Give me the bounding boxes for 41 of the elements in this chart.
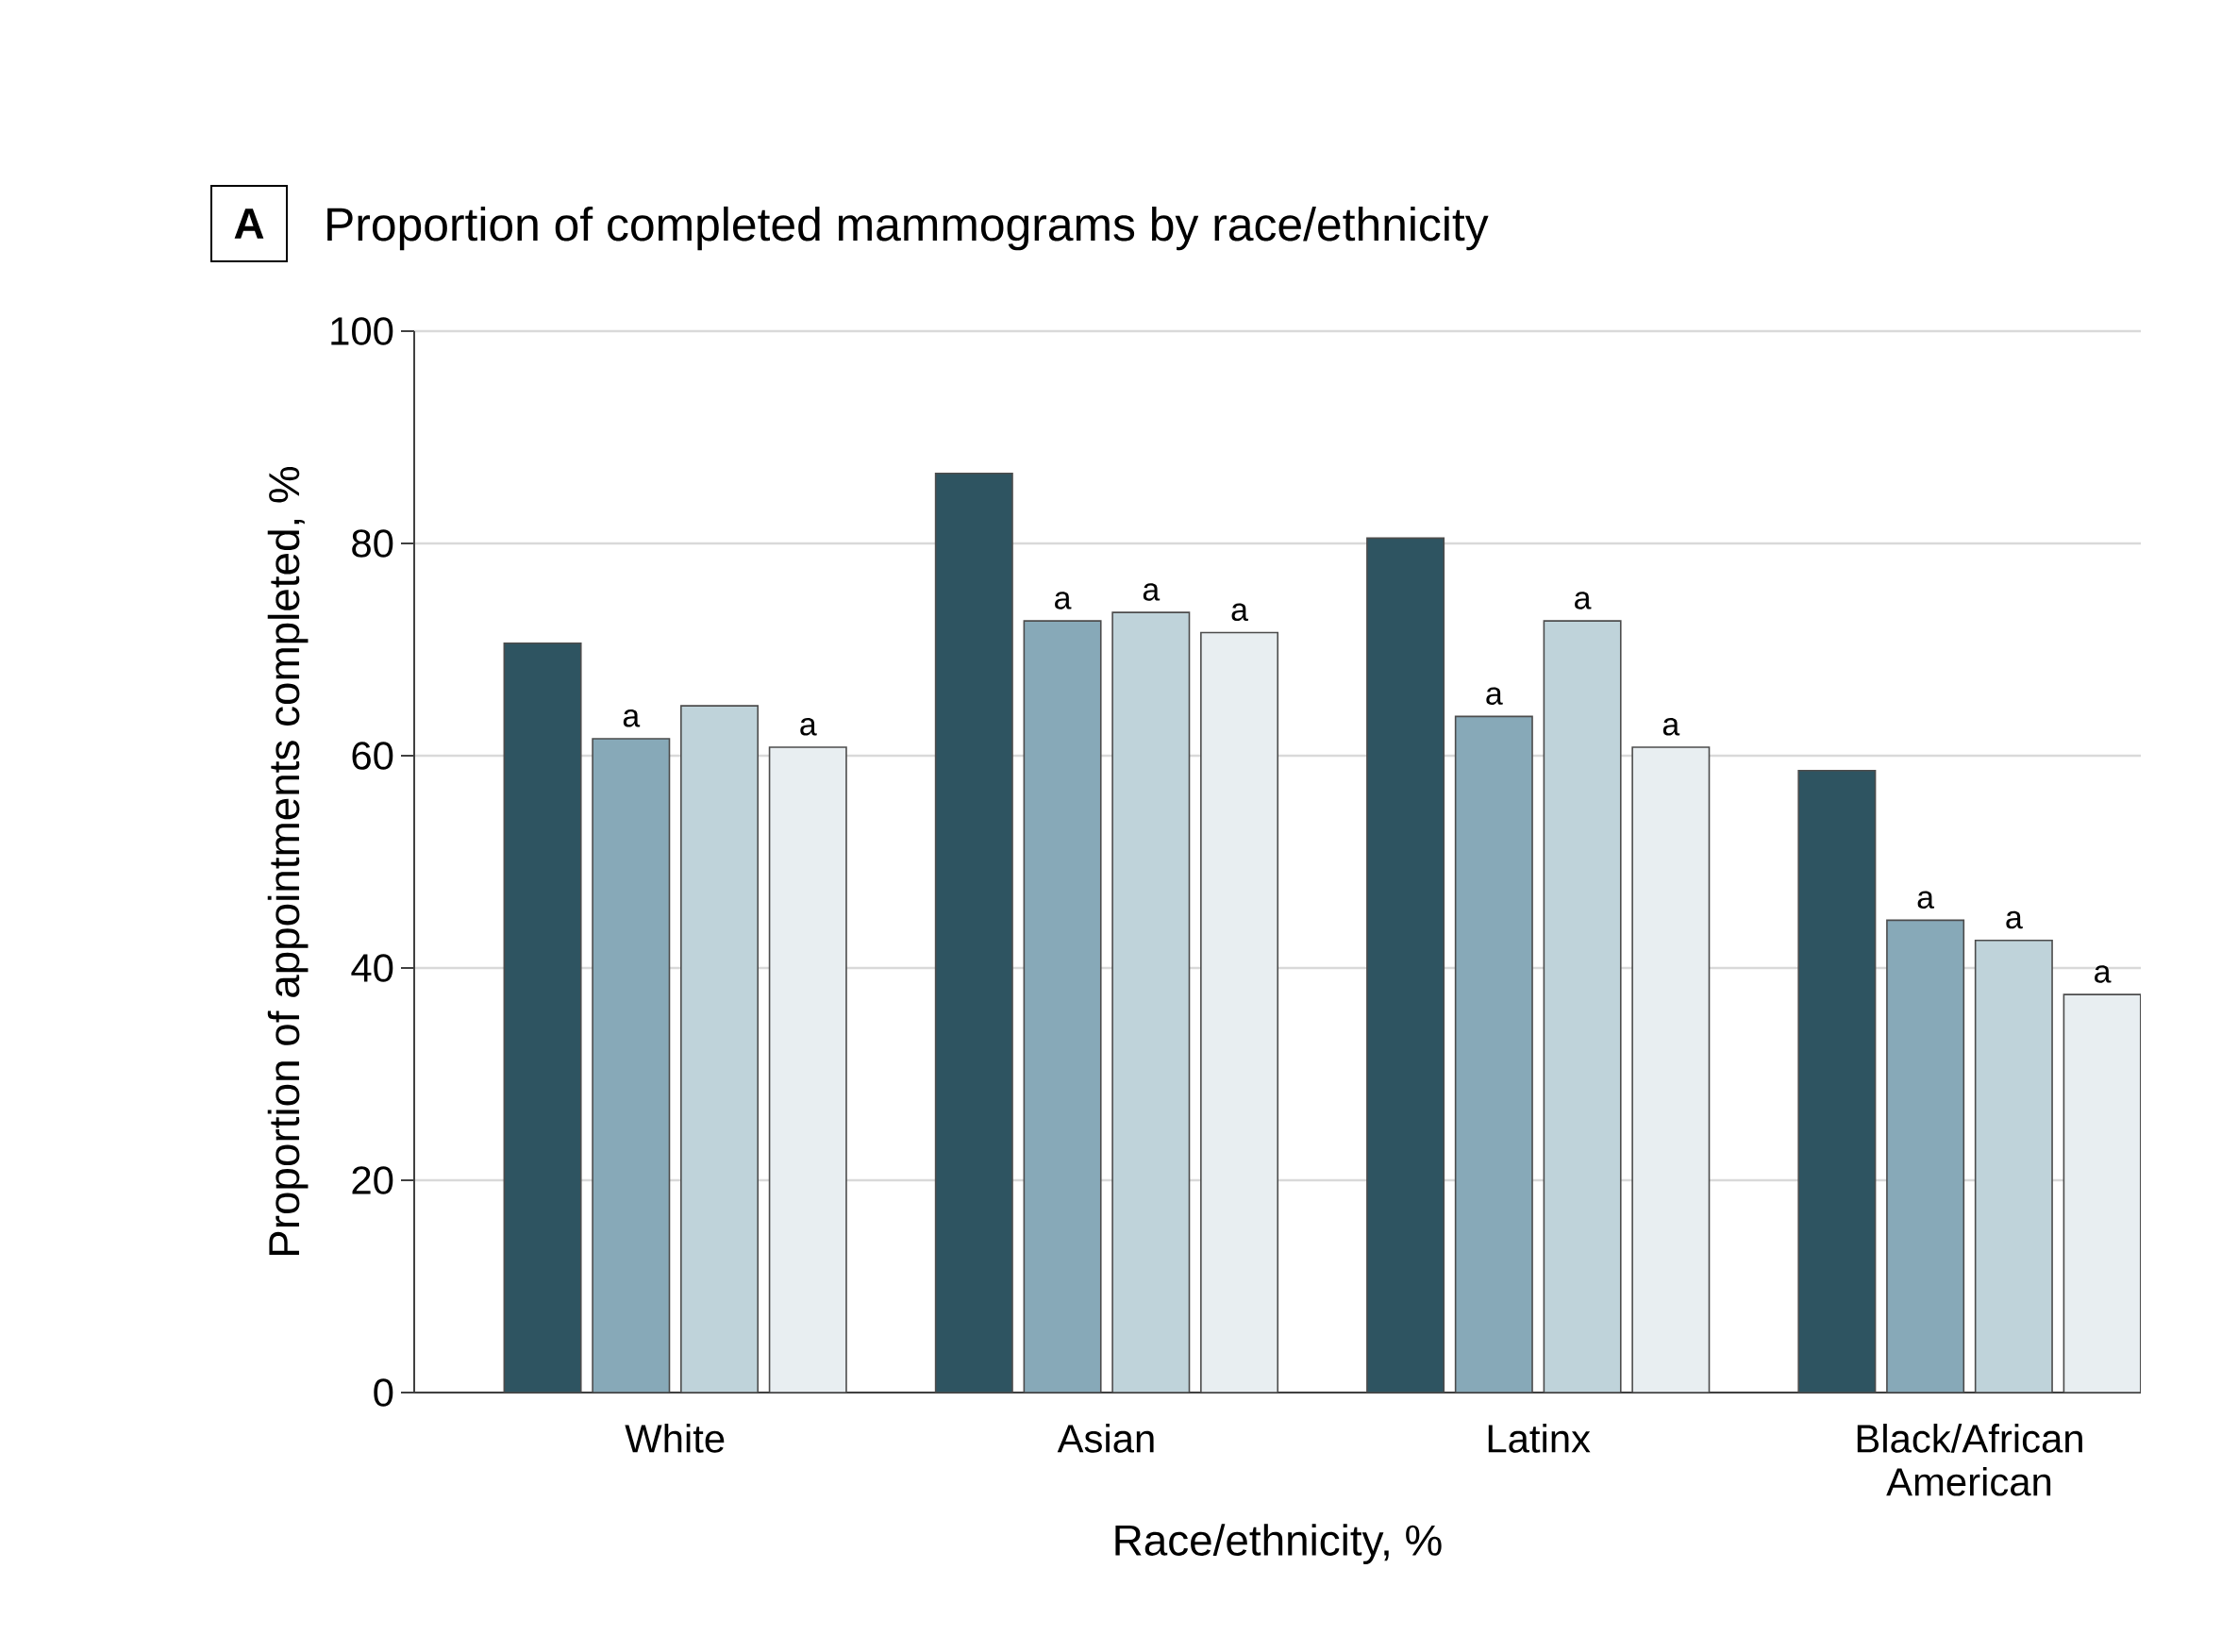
data-label: a (1917, 891, 1935, 909)
bar (1023, 620, 1102, 1393)
y-axis-title: Proportion of appointments completed, % (267, 466, 309, 1256)
data-label: a (623, 709, 641, 727)
data-label: a (2095, 965, 2112, 983)
data-label: a (800, 718, 817, 736)
data-label: a (1143, 583, 1161, 601)
x-tick-label: White (625, 1424, 725, 1453)
bar (592, 738, 671, 1393)
bar (680, 705, 760, 1393)
bar (1886, 919, 1965, 1393)
y-tick-label: 80 (352, 529, 393, 558)
bar (1200, 631, 1279, 1393)
bar (934, 472, 1013, 1393)
data-label: a (1231, 603, 1248, 622)
x-tick-label: Black/African American (1857, 1424, 2082, 1496)
y-tick-label: 40 (351, 954, 393, 982)
data-label: a (1575, 592, 1592, 609)
bar (1631, 746, 1711, 1393)
bar (1974, 939, 2053, 1393)
data-label: a (1662, 718, 1680, 736)
data-label: a (2006, 910, 2023, 929)
bar (1797, 769, 1877, 1393)
y-tick-label: 0 (374, 1378, 393, 1407)
x-axis-title: Race/ethnicity, % (1115, 1524, 1442, 1564)
data-label: a (1486, 687, 1503, 705)
data-label: a (1055, 592, 1072, 609)
text: A (234, 209, 264, 239)
bar (1111, 611, 1191, 1393)
y-tick-label: 60 (352, 742, 393, 770)
bar (503, 642, 582, 1393)
bar (768, 746, 847, 1393)
y-tick-label: 100 (331, 317, 393, 345)
bar (1366, 537, 1445, 1393)
bar (1543, 620, 1622, 1393)
y-tick-label: 20 (352, 1166, 393, 1194)
chart-title: Proportion of completed mammograms by race/ethnicity (327, 206, 1489, 251)
bar (2063, 993, 2142, 1393)
bar (1454, 715, 1533, 1393)
x-tick-label: Latinx (1488, 1424, 1591, 1453)
x-tick-label: Asian (1057, 1424, 1154, 1453)
